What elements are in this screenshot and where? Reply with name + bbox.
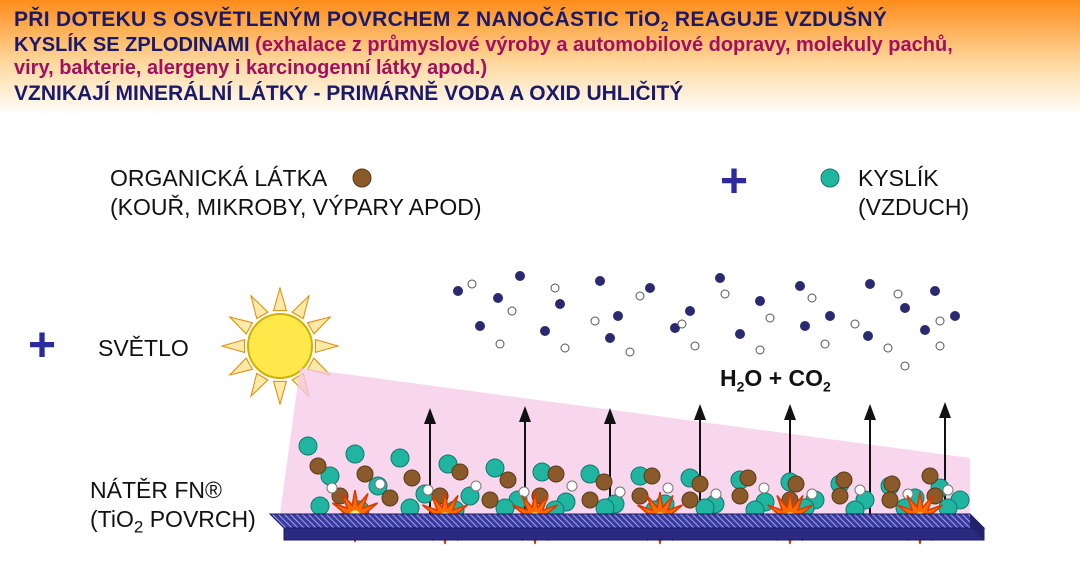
coated-surface — [270, 514, 984, 540]
diagram-svg — [0, 116, 1080, 556]
header-line-2: KYSLÍK SE ZPLODINAMI (exhalace z průmysl… — [14, 34, 1066, 57]
header-line-4: VZNIKAJÍ MINERÁLNÍ LÁTKY - PRIMÁRNĚ VODA… — [14, 82, 1066, 106]
header-line-1: PŘI DOTEKU S OSVĚTLENÝM POVRCHEM Z NANOČ… — [14, 8, 1066, 34]
header-line-2-rest: (exhalace z průmyslové výroby a automobi… — [255, 34, 953, 56]
diagram-area: ORGANICKÁ LÁTKA (KOUŘ, MIKROBY, VÝPARY A… — [0, 116, 1080, 556]
header-line-3: viry, bakterie, alergeny i karcinogenní … — [14, 57, 1066, 80]
header-line-1-sub: 2 — [661, 18, 669, 34]
legend-oxygen-dot — [821, 169, 839, 187]
legend-organic-dot — [353, 169, 371, 187]
header-gradient: PŘI DOTEKU S OSVĚTLENÝM POVRCHEM Z NANOČ… — [0, 0, 1080, 116]
header-line-1a: PŘI DOTEKU S OSVĚTLENÝM POVRCHEM Z NANOČ… — [14, 8, 661, 31]
header-line-1b: REAGUJE VZDUŠNÝ — [669, 8, 887, 31]
air-particles-navy — [453, 271, 960, 343]
air-particles-white — [468, 280, 944, 370]
header-line-2-lead: KYSLÍK SE ZPLODINAMI — [14, 34, 255, 56]
